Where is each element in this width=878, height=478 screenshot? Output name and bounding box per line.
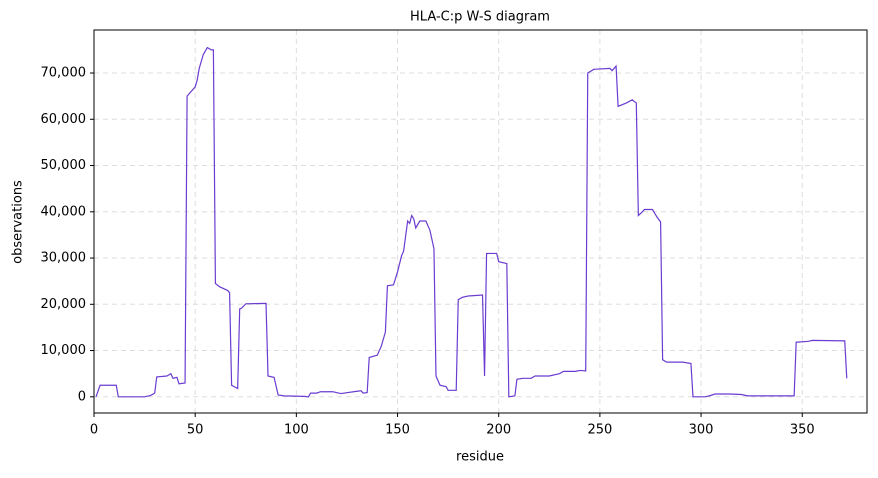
x-tick-label: 0 <box>90 423 98 438</box>
y-tick-label: 0 <box>78 389 86 404</box>
x-axis-label: residue <box>456 450 504 465</box>
x-tick-label: 150 <box>385 423 410 438</box>
y-tick-label: 50,000 <box>41 158 87 173</box>
data-line <box>95 46 848 398</box>
chart-title: HLA-C:p W-S diagram <box>410 10 550 25</box>
x-tick-label: 100 <box>284 423 309 438</box>
x-tick-label: 250 <box>587 423 612 438</box>
x-tick-label: 350 <box>790 423 815 438</box>
y-tick-label: 30,000 <box>41 251 87 266</box>
plot-frame <box>93 29 868 414</box>
y-axis-label: observations <box>11 180 26 264</box>
y-tick-label: 70,000 <box>41 66 87 81</box>
y-tick-label: 10,000 <box>41 343 87 358</box>
y-tick-label: 40,000 <box>41 204 87 219</box>
x-tick-label: 200 <box>486 423 511 438</box>
y-tick-label: 60,000 <box>41 112 87 127</box>
y-tick-label: 20,000 <box>41 297 87 312</box>
x-tick-label: 50 <box>187 423 204 438</box>
x-tick-label: 300 <box>689 423 714 438</box>
